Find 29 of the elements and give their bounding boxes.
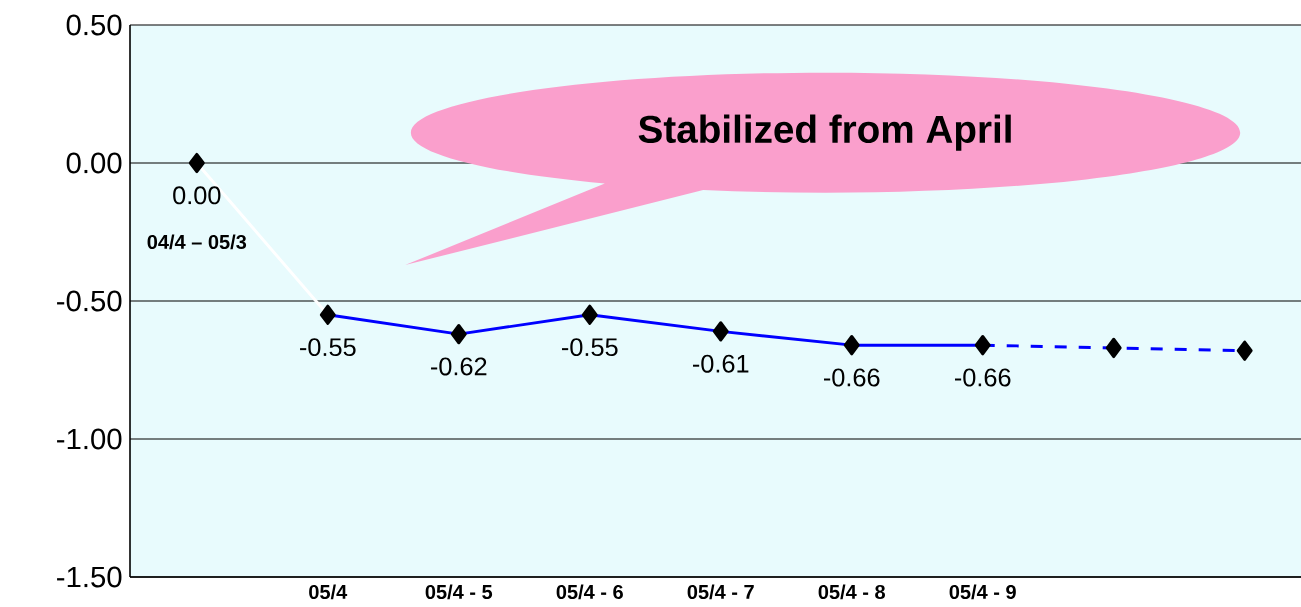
x-tick-label: 05/4 - 7 (687, 584, 754, 600)
x-tick-label: 05/4 - 8 (818, 584, 885, 600)
y-tick-label: 0.50 (66, 14, 122, 36)
point (712, 321, 729, 342)
data-label: -0.55 (300, 338, 356, 357)
x-tick-label: 05/4 - 9 (949, 584, 1016, 600)
y-tick-label: -0.50 (57, 290, 122, 312)
x-tick-label: 05/4 - 5 (425, 584, 493, 600)
point (974, 335, 991, 356)
x-tick-label: 05/4 (309, 584, 348, 600)
point (581, 304, 598, 325)
data-label: 0.00 (173, 186, 221, 205)
y-tick-label: 0.00 (66, 152, 122, 174)
point (188, 152, 205, 174)
data-label: -0.62 (431, 357, 487, 376)
data-label: -0.66 (954, 368, 1011, 387)
data-label: -0.61 (693, 354, 749, 373)
y-tick-label: -1.50 (57, 566, 122, 588)
data-label: -0.66 (823, 368, 880, 387)
data-label: -0.55 (562, 338, 618, 357)
point (843, 335, 860, 356)
point (1236, 340, 1253, 361)
x-tick-label: 05/4 - 6 (556, 584, 623, 600)
point (450, 323, 467, 345)
y-tick-label: -1.00 (57, 428, 122, 450)
point (1105, 337, 1122, 359)
annotation: Stabilized from April (638, 114, 1011, 151)
x-tick-label: 04/4 – 05/3 (147, 234, 247, 250)
point (319, 304, 336, 325)
